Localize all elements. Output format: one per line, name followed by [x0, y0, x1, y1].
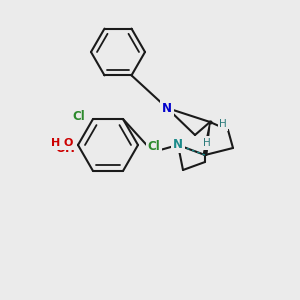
Text: N: N [173, 139, 183, 152]
Text: H: H [219, 119, 227, 129]
Text: Cl: Cl [148, 140, 160, 154]
Text: H: H [51, 138, 61, 148]
Polygon shape [203, 122, 210, 155]
Text: OH: OH [55, 142, 75, 154]
Text: O: O [63, 138, 73, 148]
Text: N: N [162, 101, 172, 115]
Text: H: H [203, 138, 211, 148]
Text: Cl: Cl [73, 110, 85, 122]
